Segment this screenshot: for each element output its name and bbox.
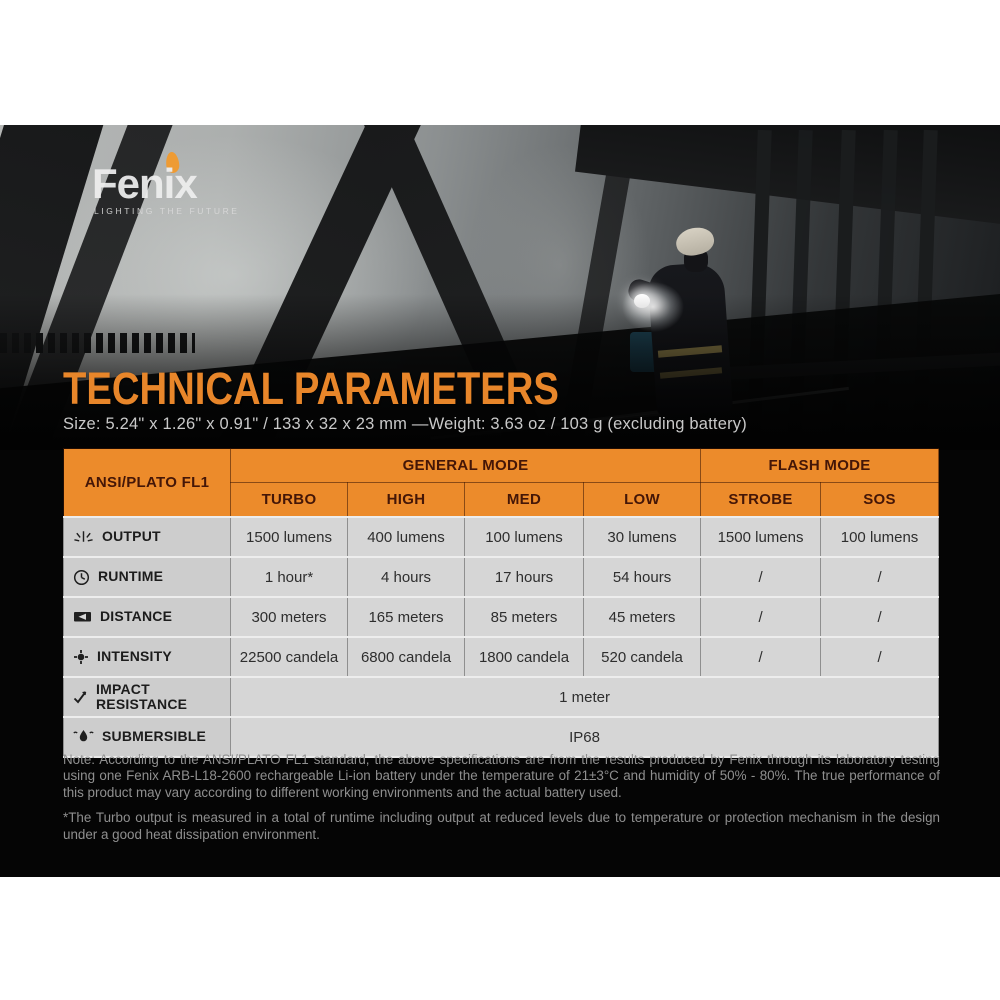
cell-output-med: 100 lumens <box>464 516 584 557</box>
cell-intensity-turbo: 22500 candela <box>230 636 348 677</box>
table-row-runtime: RUNTIME 1 hour* 4 hours 17 hours 54 hour… <box>63 556 939 597</box>
table-row-output: OUTPUT 1500 lumens 400 lumens 100 lumens… <box>63 516 939 557</box>
size-weight-line: Size: 5.24" x 1.26" x 0.91" / 133 x 32 x… <box>63 415 747 433</box>
mode-header-sos: SOS <box>820 482 940 518</box>
general-mode-header: GENERAL MODE <box>229 448 702 483</box>
cell-submersible-value: IP68 <box>229 716 939 757</box>
distance-icon <box>73 609 92 624</box>
runtime-icon <box>73 569 90 586</box>
submersible-icon <box>73 729 94 744</box>
intensity-icon <box>73 649 89 665</box>
table-row-modes: TURBO HIGH MED LOW STROBE SOS <box>64 482 940 518</box>
cell-impact-value: 1 meter <box>229 676 939 717</box>
cell-output-sos: 100 lumens <box>820 516 939 557</box>
cell-runtime-turbo: 1 hour* <box>230 556 348 597</box>
cell-distance-turbo: 300 meters <box>230 596 348 637</box>
cell-intensity-med: 1800 candela <box>464 636 584 677</box>
hero-photo: Fenix LIGHTING THE FUTURE <box>0 125 1000 450</box>
cell-runtime-high: 4 hours <box>347 556 465 597</box>
cell-runtime-sos: / <box>820 556 939 597</box>
mode-header-low: LOW <box>582 482 702 518</box>
row-label: DISTANCE <box>100 608 173 625</box>
corner-header: ANSI/PLATO FL1 <box>63 448 231 518</box>
impact-resistance-icon <box>73 690 88 704</box>
cell-intensity-high: 6800 candela <box>347 636 465 677</box>
cell-distance-med: 85 meters <box>464 596 584 637</box>
footnotes: Note: According to the ANSI/PLATO FL1 st… <box>63 752 940 852</box>
row-label: RUNTIME <box>98 568 164 585</box>
page-title: TECHNICAL PARAMETERS <box>63 363 559 414</box>
mode-header-strobe: STROBE <box>700 482 822 518</box>
note-turbo: *The Turbo output is measured in a total… <box>63 810 940 842</box>
row-label: SUBMERSIBLE <box>102 728 207 745</box>
cell-distance-low: 45 meters <box>582 596 701 637</box>
note-ansi: Note: According to the ANSI/PLATO FL1 st… <box>63 752 940 800</box>
cell-intensity-low: 520 candela <box>582 636 701 677</box>
spec-table: ANSI/PLATO FL1 GENERAL MODE FLASH MODE T… <box>63 448 940 758</box>
cell-output-low: 30 lumens <box>582 516 701 557</box>
row-label: INTENSITY <box>97 648 172 665</box>
cell-distance-sos: / <box>820 596 939 637</box>
table-row-distance: DISTANCE 300 meters 165 meters 85 meters… <box>63 596 939 637</box>
cell-runtime-med: 17 hours <box>464 556 584 597</box>
cell-runtime-low: 54 hours <box>582 556 701 597</box>
mode-header-high: HIGH <box>347 482 465 518</box>
artwork-area: Fenix LIGHTING THE FUTURE TECHNICAL PARA… <box>0 125 1000 877</box>
mode-header-turbo: TURBO <box>230 482 348 518</box>
row-label: OUTPUT <box>102 528 161 545</box>
cell-runtime-strobe: / <box>700 556 821 597</box>
cell-distance-high: 165 meters <box>347 596 465 637</box>
table-row-groups: ANSI/PLATO FL1 GENERAL MODE FLASH MODE <box>63 448 940 518</box>
table-row-impact: IMPACT RESISTANCE 1 meter <box>63 676 939 717</box>
flash-mode-header: FLASH MODE <box>700 448 940 483</box>
cell-output-high: 400 lumens <box>347 516 465 557</box>
cell-output-strobe: 1500 lumens <box>700 516 821 557</box>
cell-intensity-strobe: / <box>700 636 821 677</box>
table-row-intensity: INTENSITY 22500 candela 6800 candela 180… <box>63 636 939 677</box>
mode-header-med: MED <box>464 482 584 518</box>
output-icon <box>73 529 94 544</box>
photo-fade <box>0 125 1000 450</box>
cell-distance-strobe: / <box>700 596 821 637</box>
cell-intensity-sos: / <box>820 636 939 677</box>
cell-output-turbo: 1500 lumens <box>230 516 348 557</box>
row-label: IMPACT RESISTANCE <box>96 680 188 712</box>
table-row-submersible: SUBMERSIBLE IP68 <box>63 716 939 757</box>
